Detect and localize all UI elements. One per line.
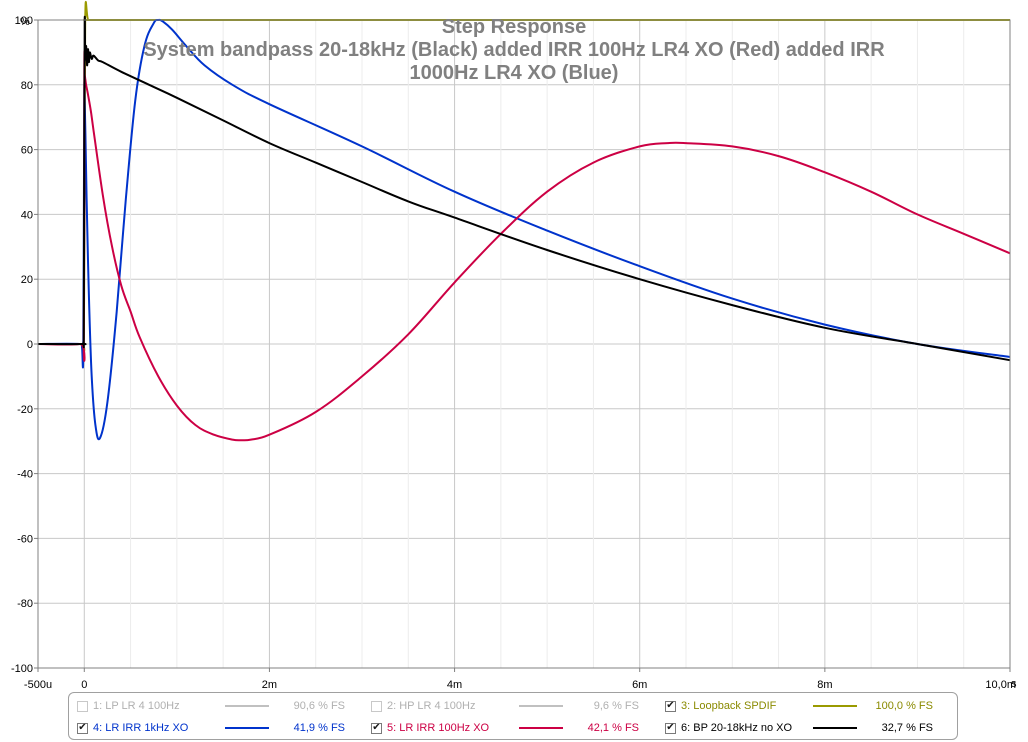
legend-item-hp-lr4-100hz[interactable]: 2: HP LR 4 100Hz 9,6 % FS: [371, 698, 639, 714]
y-tick-label: -100: [11, 663, 33, 675]
legend-item-loopback-spdif[interactable]: ✔ 3: Loopback SPDIF 100,0 % FS: [665, 698, 933, 714]
y-tick-label: -80: [17, 598, 33, 610]
legend-label: 5: LR IRR 100Hz XO: [387, 722, 490, 734]
x-tick-label: 6m: [632, 679, 647, 691]
legend-swatch: [225, 705, 269, 707]
series-line-6-bp-20-18khz-no-xo: [37, 15, 1011, 362]
x-tick-label: 10,0m: [985, 679, 1016, 691]
legend-swatch: [813, 705, 857, 707]
legend-item-lr-irr-100hz-xo[interactable]: ✔ 5: LR IRR 100Hz XO 42,1 % FS: [371, 720, 639, 736]
y-axis-label: %: [20, 16, 30, 28]
legend-value: 100,0 % FS: [875, 700, 933, 712]
y-tick-label: 80: [21, 80, 33, 92]
y-tick-label: -20: [17, 404, 33, 416]
legend-label: 6: BP 20-18kHz no XO: [681, 722, 793, 734]
legend-panel: 1: LP LR 4 100Hz 90,6 % FS 2: HP LR 4 10…: [68, 692, 958, 740]
legend-checkbox[interactable]: ✔: [665, 700, 676, 712]
legend-checkbox[interactable]: [371, 700, 382, 712]
x-tick-label: 4m: [447, 679, 462, 691]
y-tick-label: 20: [21, 274, 33, 286]
legend-swatch: [519, 705, 563, 707]
legend-label: 2: HP LR 4 100Hz: [387, 700, 476, 712]
x-tick-label: 0: [81, 679, 87, 691]
chart-subtitle-line-1: System bandpass 20-18kHz (Black) added I…: [143, 39, 885, 61]
legend-value: 9,6 % FS: [593, 700, 639, 712]
legend-checkbox[interactable]: ✔: [77, 722, 88, 734]
y-tick-label: 40: [21, 209, 33, 221]
y-tick-label: 100: [15, 15, 33, 27]
legend-swatch: [519, 727, 563, 729]
legend-label: 1: LP LR 4 100Hz: [93, 700, 180, 712]
legend-label: 4: LR IRR 1kHz XO: [93, 722, 189, 734]
axis-tick-labels: 100 80 60 40 20 0 -20 -40 -60 -80 -100 -500u 0 2m 4m 6m…: [11, 15, 1016, 691]
x-tick-label: 8m: [817, 679, 832, 691]
y-tick-label: 0: [27, 339, 33, 351]
legend-item-bp-20-18khz-no-xo[interactable]: ✔ 6: BP 20-18kHz no XO 32,7 % FS: [665, 720, 933, 736]
x-tick-label: 2m: [262, 679, 277, 691]
legend-swatch: [813, 727, 857, 729]
legend-checkbox[interactable]: ✔: [665, 722, 676, 734]
legend-checkbox[interactable]: [77, 700, 88, 712]
chart-title: Step Response: [442, 16, 586, 38]
legend-label: 3: Loopback SPDIF: [681, 700, 777, 712]
legend-value: 32,7 % FS: [881, 722, 933, 734]
y-tick-label: -40: [17, 469, 33, 481]
x-tick-label: -500u: [24, 679, 52, 691]
legend-item-lr-irr-1khz-xo[interactable]: ✔ 4: LR IRR 1kHz XO 41,9 % FS: [77, 720, 345, 736]
legend-value: 90,6 % FS: [293, 700, 345, 712]
y-tick-label: 60: [21, 145, 33, 157]
x-axis-unit-label: s: [1011, 678, 1017, 690]
legend-checkbox[interactable]: ✔: [371, 722, 382, 734]
legend-value: 41,9 % FS: [293, 722, 345, 734]
y-tick-label: -60: [17, 533, 33, 545]
legend-value: 42,1 % FS: [587, 722, 639, 734]
legend-item-lp-lr4-100hz[interactable]: 1: LP LR 4 100Hz 90,6 % FS: [77, 698, 345, 714]
chart-subtitle-line-2: 1000Hz LR4 XO (Blue): [410, 62, 619, 84]
legend-swatch: [225, 727, 269, 729]
